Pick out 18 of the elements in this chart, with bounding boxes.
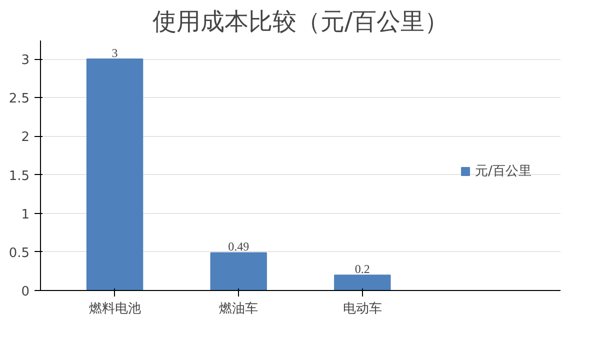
y-tick-label: 1.5 — [8, 168, 30, 184]
chart-title: 使用成本比较（元/百公里） — [152, 8, 449, 36]
x-tick-label: 燃料电池 — [88, 302, 141, 316]
bar — [334, 274, 391, 290]
bar — [210, 252, 267, 290]
y-tick-label: 3 — [21, 53, 30, 68]
data-label: 0.49 — [228, 240, 250, 254]
legend-label: 元/百公里 — [475, 163, 532, 180]
y-tick-label: 2 — [21, 130, 30, 146]
bar — [86, 58, 144, 290]
data-label: 0.2 — [354, 262, 370, 276]
y-tick-label: 0 — [21, 284, 30, 300]
y-tick-label: 0.5 — [8, 246, 30, 261]
x-tick-label: 电动车 — [342, 302, 382, 316]
data-label: 3 — [112, 46, 118, 60]
x-tick-label: 燃油车 — [219, 302, 258, 316]
y-tick-label: 2.5 — [8, 92, 30, 107]
y-tick-label: 1 — [21, 207, 30, 222]
